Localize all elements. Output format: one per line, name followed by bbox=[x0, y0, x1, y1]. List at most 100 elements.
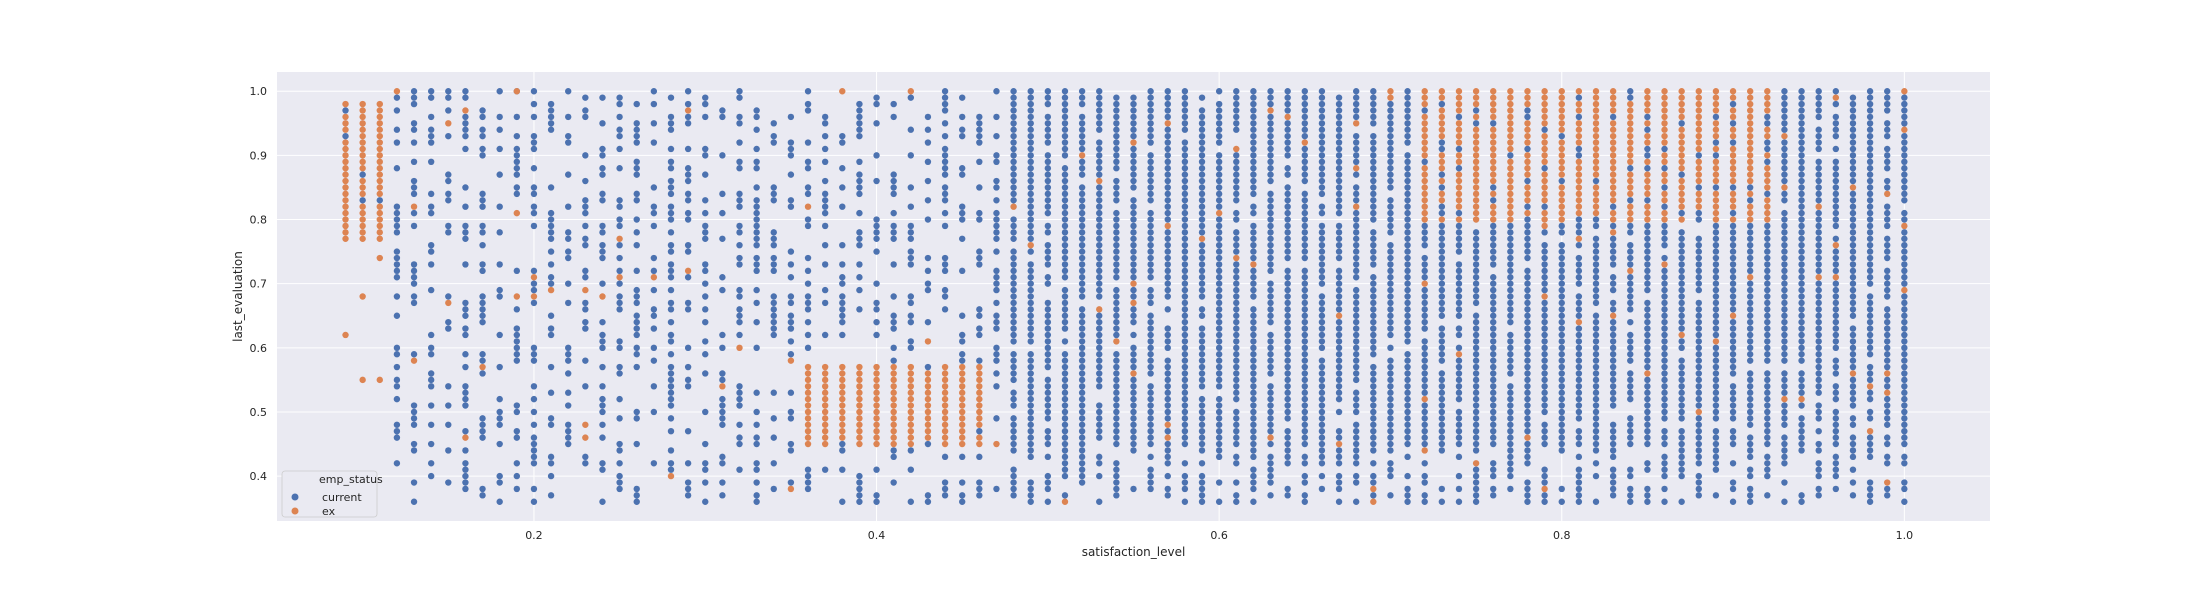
point-current bbox=[1387, 241, 1394, 249]
point-current bbox=[821, 331, 829, 339]
point-ex bbox=[1609, 88, 1617, 95]
point-current bbox=[599, 165, 606, 172]
point-current bbox=[1849, 492, 1857, 499]
point-current bbox=[1267, 222, 1274, 230]
point-current bbox=[1609, 421, 1617, 428]
point-current bbox=[1455, 472, 1463, 480]
point-current bbox=[1472, 299, 1480, 307]
point-current bbox=[924, 126, 932, 133]
point-ex bbox=[1472, 165, 1480, 172]
point-current bbox=[1061, 428, 1069, 435]
point-ex bbox=[342, 158, 349, 165]
point-current bbox=[959, 331, 966, 339]
point-current bbox=[1438, 395, 1446, 403]
point-current bbox=[1764, 190, 1771, 198]
point-current bbox=[804, 190, 812, 198]
point-current bbox=[1010, 197, 1017, 204]
point-current bbox=[445, 402, 452, 409]
point-current bbox=[1198, 171, 1206, 178]
point-current bbox=[1849, 94, 1857, 101]
point-current bbox=[582, 197, 589, 204]
point-current bbox=[1010, 94, 1017, 101]
point-current bbox=[1644, 197, 1651, 204]
point-current bbox=[513, 267, 521, 275]
point-ex bbox=[1455, 132, 1463, 140]
point-current bbox=[479, 197, 486, 204]
point-current bbox=[667, 126, 675, 133]
point-ex bbox=[376, 177, 383, 185]
point-ex bbox=[821, 389, 829, 396]
point-current bbox=[1113, 325, 1120, 332]
point-current bbox=[1130, 171, 1137, 178]
point-current bbox=[1592, 241, 1600, 249]
point-current bbox=[1370, 351, 1377, 358]
point-current bbox=[1901, 498, 1908, 505]
point-current bbox=[650, 383, 658, 390]
point-ex bbox=[547, 286, 555, 294]
point-current bbox=[1061, 254, 1069, 262]
point-current bbox=[821, 209, 829, 217]
point-current bbox=[1318, 165, 1326, 172]
point-current bbox=[1627, 421, 1634, 428]
point-current bbox=[1884, 274, 1891, 281]
point-ex bbox=[1627, 177, 1634, 185]
point-current bbox=[462, 120, 469, 127]
point-current bbox=[445, 107, 452, 114]
point-current bbox=[1644, 357, 1651, 364]
point-current bbox=[393, 363, 401, 371]
point-current bbox=[1130, 357, 1137, 364]
point-current bbox=[1729, 274, 1737, 281]
point-current bbox=[787, 338, 795, 345]
point-current bbox=[1609, 383, 1617, 390]
point-current bbox=[1250, 94, 1257, 101]
point-current bbox=[1078, 460, 1086, 467]
point-current bbox=[1370, 145, 1377, 153]
point-current bbox=[1181, 248, 1189, 255]
point-current bbox=[1798, 338, 1805, 345]
point-current bbox=[804, 88, 812, 95]
point-current bbox=[1695, 460, 1702, 467]
point-current bbox=[1764, 440, 1771, 448]
point-current bbox=[1661, 299, 1668, 307]
point-current bbox=[1884, 312, 1891, 319]
point-current bbox=[1027, 197, 1034, 204]
point-current bbox=[1866, 88, 1874, 95]
point-ex bbox=[821, 415, 829, 422]
point-current bbox=[496, 498, 503, 505]
point-current bbox=[1661, 286, 1668, 294]
point-current bbox=[1147, 120, 1154, 127]
point-current bbox=[1695, 235, 1702, 242]
point-current bbox=[1849, 280, 1857, 287]
point-current bbox=[1096, 344, 1103, 352]
point-current bbox=[410, 261, 418, 268]
point-ex bbox=[804, 408, 812, 416]
point-current bbox=[393, 376, 401, 384]
point-current bbox=[1507, 460, 1514, 467]
point-current bbox=[616, 113, 623, 121]
point-current bbox=[1609, 402, 1617, 409]
point-current bbox=[1181, 306, 1189, 313]
point-current bbox=[1335, 408, 1343, 416]
point-ex bbox=[1764, 88, 1771, 95]
point-current bbox=[462, 184, 469, 191]
point-current bbox=[839, 306, 846, 313]
point-ex bbox=[1592, 126, 1600, 133]
point-current bbox=[1027, 338, 1034, 345]
point-current bbox=[1558, 261, 1565, 268]
point-current bbox=[1609, 344, 1617, 352]
point-current bbox=[1010, 222, 1017, 230]
point-current bbox=[1318, 248, 1326, 255]
point-current bbox=[941, 222, 949, 230]
point-current bbox=[753, 107, 760, 114]
point-current bbox=[565, 88, 572, 95]
point-current bbox=[1438, 421, 1446, 428]
point-current bbox=[427, 402, 435, 409]
point-current bbox=[1627, 492, 1634, 499]
point-current bbox=[1096, 351, 1103, 358]
point-ex bbox=[342, 139, 349, 146]
point-current bbox=[1215, 421, 1223, 428]
point-current bbox=[393, 460, 401, 467]
point-current bbox=[1866, 100, 1874, 108]
point-current bbox=[530, 267, 538, 275]
point-current bbox=[1661, 357, 1668, 364]
